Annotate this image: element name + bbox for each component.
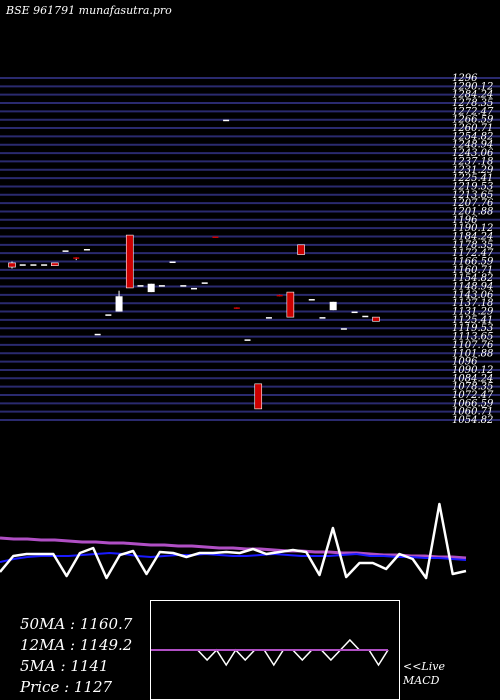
y-tick-label: 1237.18: [452, 156, 493, 167]
stats-panel: 50MA : 1160.7 12MA : 1149.2 5MA : 1141 P…: [20, 614, 132, 698]
candle-body: [212, 236, 219, 238]
macd-label-live: <<Live: [403, 660, 445, 673]
candle-body: [362, 315, 369, 318]
macd-label-name: MACD: [403, 674, 440, 687]
y-tick-label: 1284.24: [452, 90, 493, 101]
y-tick-label: 1101.88: [452, 348, 493, 359]
y-tick-label: 1243.06: [452, 148, 494, 159]
y-tick-label: 1119.53: [452, 323, 493, 334]
candle-body: [62, 250, 69, 252]
y-tick-label: 1196: [452, 215, 478, 226]
candle-body: [83, 249, 90, 251]
y-tick-label: 1096: [452, 357, 478, 368]
macd-panel: [150, 600, 400, 700]
y-tick-label: 1213.65: [452, 190, 493, 201]
candle-body: [147, 283, 155, 293]
y-tick-label: 1148.94: [452, 282, 493, 293]
y-tick-label: 1266.59: [452, 115, 494, 126]
y-tick-label: 1190.12: [452, 223, 493, 234]
y-tick-label: 1272.47: [452, 106, 494, 117]
candle-body: [265, 317, 272, 319]
y-tick-label: 1178.35: [452, 240, 493, 251]
y-tick-label: 1254.82: [452, 131, 493, 142]
y-tick-label: 1072.47: [452, 390, 494, 401]
candle-body: [201, 282, 208, 284]
macd-lines: [150, 638, 389, 667]
candle-body: [19, 264, 26, 266]
y-tick-labels: 12961290.121284.241278.351272.471266.591…: [452, 73, 494, 426]
y-tick-label: 1154.82: [452, 273, 493, 284]
candle-body: [191, 287, 197, 290]
candle-body: [223, 119, 230, 122]
ma12-value: 12MA : 1149.2: [20, 636, 133, 654]
y-tick-label: 1084.24: [452, 373, 493, 384]
y-tick-label: 1060.71: [452, 407, 493, 418]
candle-body: [308, 299, 315, 301]
y-tick-label: 1107.76: [452, 340, 494, 351]
y-tick-label: 1131.29: [452, 307, 494, 318]
candles: [8, 119, 380, 410]
ma50-value: 50MA : 1160.7: [20, 615, 133, 633]
y-tick-label: 1078.35: [452, 382, 493, 393]
y-tick-label: 1278.35: [452, 98, 493, 109]
y-tick-label: 1219.53: [452, 181, 493, 192]
y-tick-label: 1143.06: [452, 290, 494, 301]
candle-body: [319, 317, 326, 319]
candle-body: [351, 311, 358, 314]
y-tick-label: 1290.12: [452, 81, 493, 92]
candle-body: [254, 383, 263, 410]
candle-body: [169, 261, 176, 264]
series-line-ma_long: [0, 536, 467, 560]
y-tick-label: 1231.29: [452, 165, 494, 176]
candle-body: [286, 291, 295, 318]
candle-body: [73, 257, 80, 259]
candle-body: [340, 328, 347, 330]
y-tick-label: 1113.65: [452, 332, 493, 343]
y-tick-label: 1160.71: [452, 265, 493, 276]
ma5-value: 5MA : 1141: [20, 657, 109, 675]
y-tick-label: 1172.47: [452, 248, 494, 259]
candle-body: [51, 262, 59, 266]
y-tick-label: 1201.88: [452, 206, 493, 217]
series-line-price_line: [0, 502, 467, 580]
y-tick-label: 1066.59: [452, 398, 494, 409]
price-value: Price : 1127: [20, 678, 113, 696]
candle-body: [233, 307, 240, 309]
y-tick-label: 1184.24: [452, 231, 493, 242]
y-tick-label: 1248.94: [452, 140, 493, 151]
chart-title: BSE 961791 munafasutra.pro: [6, 4, 172, 17]
candle-body: [137, 285, 144, 287]
candle-body: [244, 339, 251, 341]
candle-body: [115, 296, 123, 312]
macd-label: <<Live MACD: [403, 660, 445, 688]
candle-body: [125, 234, 134, 289]
y-tick-label: 1090.12: [452, 365, 493, 376]
candle-body: [158, 285, 165, 287]
y-tick-label: 1225.41: [452, 173, 493, 184]
y-tick-label: 1296: [452, 73, 478, 84]
indicator-lines: [0, 502, 467, 580]
y-tick-label: 1054.82: [452, 415, 493, 426]
grid-lines: [0, 77, 500, 421]
candle-body: [30, 264, 37, 266]
candle-body: [94, 333, 101, 336]
candle-body: [41, 264, 48, 266]
candle-body: [329, 301, 337, 311]
candle-body: [276, 294, 283, 297]
y-tick-label: 1125.41: [452, 315, 493, 326]
candle-body: [105, 314, 112, 316]
candle-body: [297, 244, 305, 255]
candle-body: [372, 316, 380, 322]
y-tick-label: 1166.59: [452, 257, 494, 268]
y-tick-label: 1260.71: [452, 123, 493, 134]
y-tick-label: 1137.18: [452, 298, 493, 309]
candle-body: [180, 285, 187, 287]
y-tick-label: 1207.76: [452, 198, 494, 209]
candle-body: [8, 262, 16, 268]
